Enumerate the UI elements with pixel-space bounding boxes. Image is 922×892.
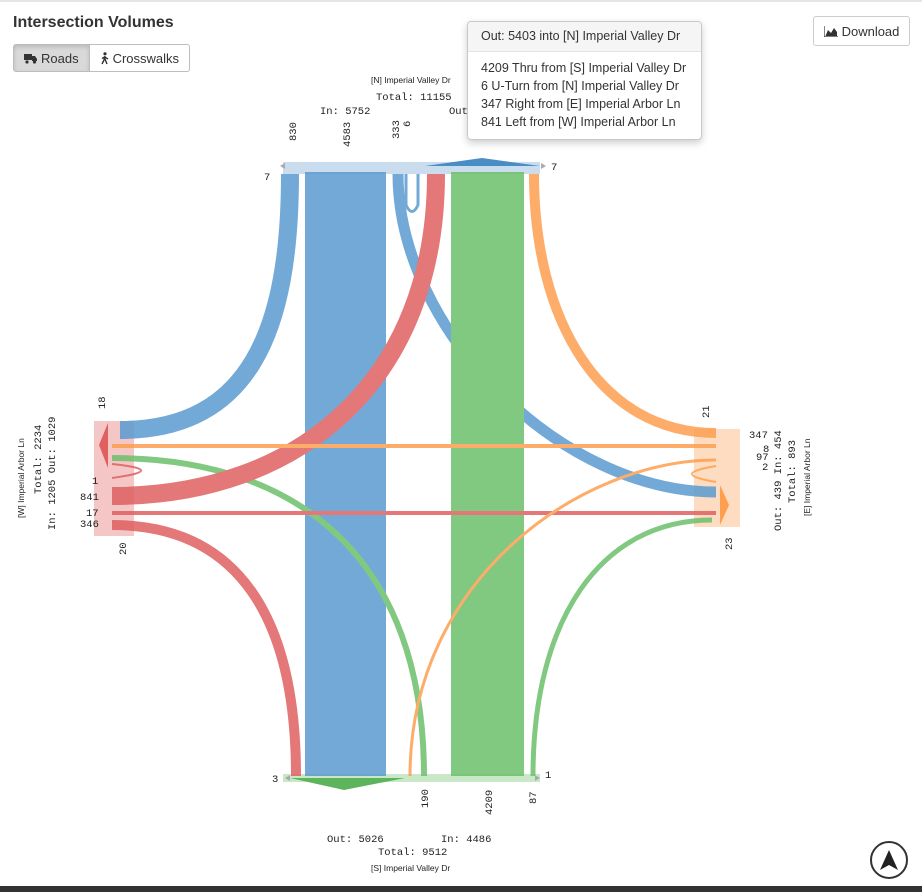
ped-arrow-ne xyxy=(541,163,546,169)
flow-east-uturn xyxy=(691,465,717,483)
flow-north-left xyxy=(119,173,299,439)
east-out-arrow xyxy=(720,485,729,525)
tooltip-header: Out: 5403 into [N] Imperial Valley Dr xyxy=(468,22,701,52)
navigation-arrow-icon xyxy=(880,850,898,870)
west-out-arrow xyxy=(99,423,108,468)
download-button[interactable]: Download xyxy=(813,16,910,46)
view-toggle: Roads Crosswalks xyxy=(13,44,191,72)
flow-south-right xyxy=(530,517,713,777)
east-total-label: Total: 893 xyxy=(787,440,799,503)
west-move-3: 17 xyxy=(86,508,99,520)
ped-arrow-sw xyxy=(285,775,290,781)
east-move-1: 347 xyxy=(749,430,768,442)
north-move-4: 6 xyxy=(402,121,414,127)
tooltip-line: 841 Left from [W] Imperial Arbor Ln xyxy=(481,115,676,129)
area-chart-icon xyxy=(823,25,838,37)
east-move-4: 2 xyxy=(762,462,768,474)
tooltip-line: 6 U-Turn from [N] Imperial Valley Dr xyxy=(481,79,679,93)
ped-arrow-nw xyxy=(280,163,285,169)
flow-west-uturn xyxy=(111,463,142,479)
east-move-3: 97 xyxy=(756,452,769,464)
south-road-name: [S] Imperial Valley Dr xyxy=(371,863,450,873)
north-move-3: 333 xyxy=(391,120,403,139)
tooltip-body: 4209 Thru from [S] Imperial Valley Dr 6 … xyxy=(468,52,701,138)
north-in-label: In: 5752 xyxy=(320,106,370,118)
south-approach-bar xyxy=(283,774,540,782)
east-ped-top: 21 xyxy=(701,405,713,418)
north-move-1: 830 xyxy=(288,122,300,141)
south-total-label: Total: 9512 xyxy=(378,847,447,859)
west-move-2: 841 xyxy=(80,492,99,504)
flow-east-left xyxy=(408,458,717,777)
south-ped-right: 1 xyxy=(545,770,551,782)
west-road-name: [W] Imperial Arbor Ln xyxy=(16,438,26,518)
west-in-out-label: In: 1205 Out: 1029 xyxy=(47,417,59,530)
north-ped-right: 7 xyxy=(551,162,557,174)
north-move-2: 4583 xyxy=(342,122,354,147)
west-ped-bottom: 20 xyxy=(118,542,130,555)
truck-icon xyxy=(24,53,37,64)
flow-east-right xyxy=(529,173,717,438)
west-ped-top: 18 xyxy=(97,396,109,409)
north-out-label: Out xyxy=(449,106,468,118)
flow-south-thru xyxy=(451,172,524,776)
flow-north-thru xyxy=(305,172,386,776)
north-out-arrow xyxy=(425,158,540,166)
south-in-label: In: 4486 xyxy=(441,834,491,846)
crosswalks-tab-label: Crosswalks xyxy=(112,50,180,66)
north-arrow-button[interactable] xyxy=(870,841,908,879)
download-label: Download xyxy=(841,23,900,39)
east-road-name: [E] Imperial Arbor Ln xyxy=(802,438,812,516)
east-move-2: 8 xyxy=(763,444,769,456)
west-move-4: 346 xyxy=(80,519,99,531)
flow-west-right xyxy=(111,520,301,777)
roads-tab[interactable]: Roads xyxy=(13,44,90,72)
roads-tab-label: Roads xyxy=(41,50,79,66)
south-move-2: 4209 xyxy=(484,790,496,815)
tooltip-line: 4209 Thru from [S] Imperial Valley Dr xyxy=(481,61,687,75)
south-move-1: 190 xyxy=(420,789,432,808)
flow-west-left xyxy=(111,173,445,505)
crosswalks-tab[interactable]: Crosswalks xyxy=(89,44,191,72)
west-total-label: Total: 2234 xyxy=(33,425,45,494)
panel-title: Intersection Volumes xyxy=(13,14,174,31)
ped-arrow-se xyxy=(535,775,540,781)
south-move-3: 87 xyxy=(528,791,540,804)
south-ped-left: 3 xyxy=(272,774,278,786)
tooltip-line: 347 Right from [E] Imperial Arbor Ln xyxy=(481,97,681,111)
movement-tooltip: Out: 5403 into [N] Imperial Valley Dr 42… xyxy=(467,21,702,140)
north-total-label: Total: 11155 xyxy=(376,92,452,104)
north-road-name: [N] Imperial Valley Dr xyxy=(371,75,451,85)
south-out-arrow xyxy=(290,778,405,790)
west-move-1: 1 xyxy=(92,476,98,488)
bottom-bar xyxy=(0,886,922,892)
flow-south-left xyxy=(111,455,427,777)
flow-north-uturn xyxy=(404,174,420,213)
pedestrian-icon xyxy=(100,51,108,64)
east-in-out-label: Out: 439 In: 454 xyxy=(773,430,785,531)
south-out-label: Out: 5026 xyxy=(327,834,384,846)
north-ped-left: 7 xyxy=(264,172,270,184)
east-ped-bottom: 23 xyxy=(724,537,736,550)
